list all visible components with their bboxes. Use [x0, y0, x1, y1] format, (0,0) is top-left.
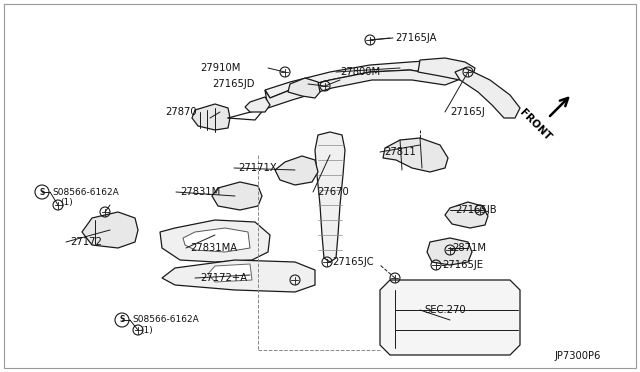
Text: 27165JC: 27165JC: [332, 257, 374, 267]
Polygon shape: [418, 58, 475, 80]
Polygon shape: [245, 97, 270, 112]
Polygon shape: [383, 138, 448, 172]
Text: S08566-6162A: S08566-6162A: [52, 187, 119, 196]
Text: 27172+A: 27172+A: [200, 273, 247, 283]
Text: 27171X: 27171X: [238, 163, 276, 173]
Polygon shape: [162, 260, 315, 292]
Text: 27870: 27870: [165, 107, 196, 117]
Text: 27165JE: 27165JE: [442, 260, 483, 270]
Polygon shape: [208, 264, 252, 282]
Polygon shape: [183, 228, 250, 252]
Polygon shape: [192, 104, 230, 130]
Text: S: S: [119, 315, 125, 324]
Text: 27910M: 27910M: [200, 63, 241, 73]
Text: FRONT: FRONT: [517, 108, 552, 142]
Text: S: S: [39, 187, 45, 196]
Text: 27172: 27172: [70, 237, 102, 247]
Polygon shape: [445, 202, 488, 228]
Text: 27800M: 27800M: [340, 67, 380, 77]
Text: SEC.270: SEC.270: [424, 305, 466, 315]
Text: S08566-6162A: S08566-6162A: [132, 315, 199, 324]
Polygon shape: [380, 280, 520, 355]
Polygon shape: [288, 78, 320, 98]
Polygon shape: [455, 68, 520, 118]
Text: 27165JB: 27165JB: [455, 205, 497, 215]
Polygon shape: [265, 60, 455, 98]
Text: (1): (1): [60, 198, 73, 206]
Polygon shape: [160, 220, 270, 262]
Text: JP7300P6: JP7300P6: [555, 351, 602, 361]
Polygon shape: [427, 238, 472, 265]
Text: (1): (1): [140, 326, 153, 334]
Text: 27831MA: 27831MA: [190, 243, 237, 253]
Text: 2871M: 2871M: [452, 243, 486, 253]
Text: 27670: 27670: [317, 187, 349, 197]
Polygon shape: [212, 182, 262, 210]
Text: 27811: 27811: [384, 147, 416, 157]
Polygon shape: [82, 212, 138, 248]
Text: 27165JA: 27165JA: [395, 33, 436, 43]
Polygon shape: [315, 132, 345, 262]
Text: 27165JD: 27165JD: [212, 79, 255, 89]
Polygon shape: [265, 70, 458, 108]
Text: 27165J: 27165J: [450, 107, 484, 117]
Polygon shape: [275, 156, 318, 185]
Text: 27831M: 27831M: [180, 187, 220, 197]
